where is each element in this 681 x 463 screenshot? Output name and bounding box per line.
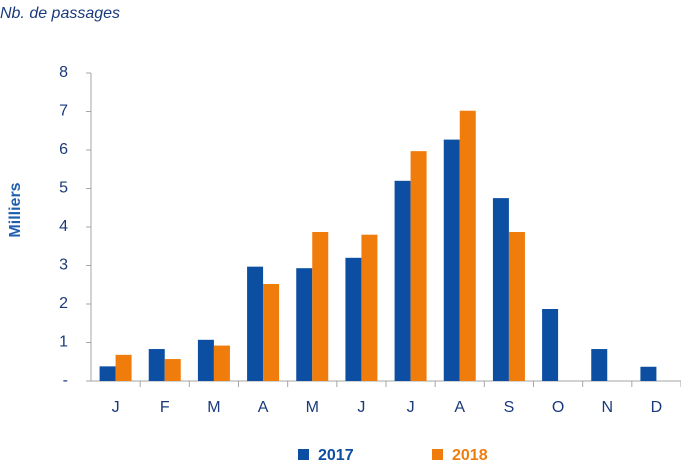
x-tick-label: J	[357, 399, 365, 416]
bar	[345, 257, 362, 381]
y-tick-label: 1	[59, 334, 68, 351]
y-tick-label: 3	[59, 257, 68, 274]
legend-swatch	[432, 449, 443, 460]
bar	[197, 339, 214, 381]
bar	[164, 359, 181, 381]
y-axis-label: Milliers	[7, 182, 24, 237]
bar	[213, 345, 230, 381]
legend-label: 2017	[318, 447, 354, 463]
legend-swatch	[298, 449, 309, 460]
legend-label: 2018	[452, 447, 488, 463]
bar	[148, 349, 165, 381]
bar	[99, 366, 116, 381]
x-tick-label: M	[207, 399, 220, 416]
bar	[361, 234, 378, 381]
y-tick-label: 2	[59, 295, 68, 312]
bar	[263, 283, 280, 381]
y-tick-label: 4	[59, 218, 68, 235]
bar	[591, 349, 608, 381]
x-tick-label: J	[112, 399, 120, 416]
y-tick-label: 6	[59, 141, 68, 158]
x-tick-label: D	[651, 399, 663, 416]
y-tick-label: 8	[59, 64, 68, 81]
x-tick-label: O	[552, 399, 564, 416]
bar	[296, 268, 313, 381]
bar	[443, 139, 460, 381]
bar	[508, 232, 525, 381]
y-tick-label: -	[63, 372, 68, 389]
x-tick-label: M	[306, 399, 319, 416]
bar	[410, 151, 427, 381]
y-tick-label: 5	[59, 180, 68, 197]
bar	[459, 110, 476, 381]
bar	[492, 198, 509, 381]
x-tick-label: S	[504, 399, 515, 416]
x-tick-label: A	[454, 399, 465, 416]
x-tick-label: N	[601, 399, 613, 416]
x-tick-label: A	[258, 399, 269, 416]
bar	[312, 232, 329, 381]
y-tick-label: 7	[59, 103, 68, 120]
bar	[247, 266, 264, 381]
bar	[542, 309, 559, 381]
x-tick-label: J	[407, 399, 415, 416]
x-tick-label: F	[160, 399, 170, 416]
bar	[640, 366, 657, 381]
annotation: Nb. de passages	[0, 5, 120, 22]
bar	[115, 354, 132, 381]
bar	[394, 180, 411, 381]
